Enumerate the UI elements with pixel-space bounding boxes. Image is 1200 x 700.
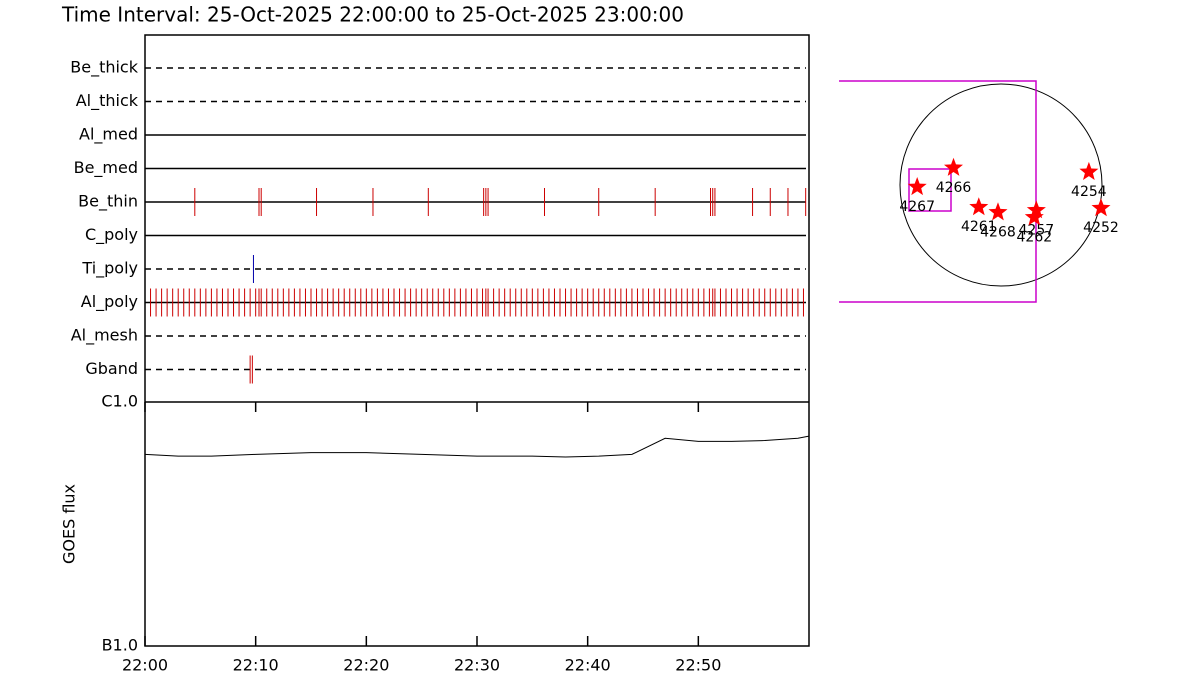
region-star (969, 197, 989, 216)
region-label: 4257 (1019, 222, 1055, 238)
row-label: Al_med (79, 125, 138, 145)
region-star (988, 202, 1008, 221)
row-label: Al_thick (76, 91, 139, 111)
x-tick-label: 22:50 (675, 656, 721, 675)
row-label: C_poly (85, 225, 138, 245)
y-axis-label: GOES flux (60, 484, 79, 564)
row-label: Gband (85, 359, 138, 378)
region-star (944, 157, 963, 176)
region-star (1024, 207, 1044, 226)
x-tick-label: 22:10 (233, 656, 279, 675)
region-star (907, 177, 927, 196)
row-label: Be_med (74, 158, 138, 178)
row-label: Al_poly (81, 292, 138, 312)
x-tick-label: 22:40 (565, 656, 611, 675)
plot-frame (144, 34, 810, 647)
region-star (1091, 198, 1111, 217)
chart-title: Time Interval: 25-Oct-2025 22:00:00 to 2… (61, 3, 684, 27)
region-label: 4268 (980, 224, 1016, 240)
region-label: 4261 (961, 219, 997, 235)
fov-box (839, 80, 1037, 303)
region-star (1026, 200, 1046, 219)
region-label: 4262 (1017, 229, 1053, 245)
goes-line (144, 435, 810, 458)
region-label: 4252 (1083, 220, 1119, 236)
x-tick-label: 22:20 (343, 656, 389, 675)
y-tick-label: C1.0 (101, 392, 138, 411)
x-tick-label: 22:00 (122, 656, 168, 675)
region-label: 4267 (899, 199, 935, 215)
x-tick-label: 22:30 (454, 656, 500, 675)
row-label: Be_thin (78, 192, 138, 212)
region-star (1079, 161, 1099, 180)
region-label: 4254 (1071, 184, 1107, 200)
fov-box-small (908, 168, 952, 212)
region-label: 4266 (936, 180, 972, 196)
row-label: Al_mesh (71, 326, 138, 346)
row-label: Be_thick (70, 58, 138, 78)
solar-disk (899, 83, 1103, 287)
row-label: Ti_poly (81, 259, 138, 279)
y-tick-label: B1.0 (102, 636, 138, 655)
